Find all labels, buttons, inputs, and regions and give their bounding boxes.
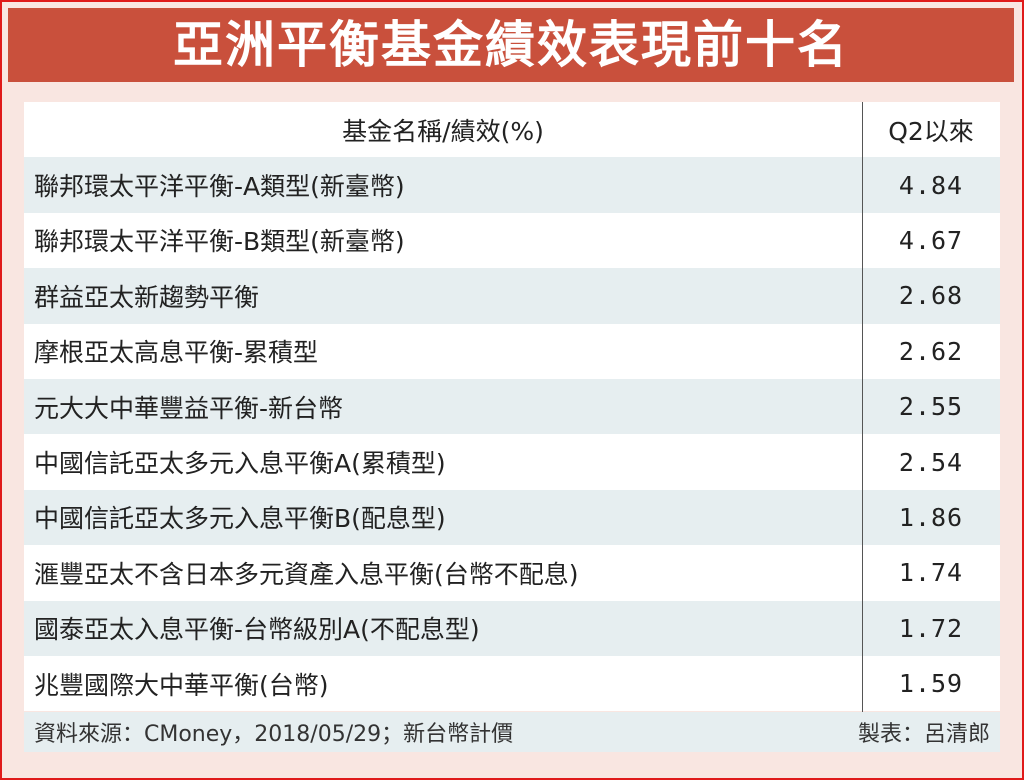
table-row: 滙豐亞太不含日本多元資產入息平衡(台幣不配息) 1.74 xyxy=(24,545,1000,601)
fund-return: 4.67 xyxy=(898,225,964,255)
fund-return: 1.72 xyxy=(898,613,964,643)
column-header-value: Q2以來 xyxy=(888,116,974,146)
fund-return: 2.68 xyxy=(898,281,964,311)
fund-name: 中國信託亞太多元入息平衡B(配息型) xyxy=(34,504,446,534)
fund-table: 基金名稱/績效(%) Q2以來 聯邦環太平洋平衡-A類型(新臺幣) 4.84 聯邦環… xyxy=(24,102,1000,712)
fund-return: 1.59 xyxy=(898,669,964,699)
table-row: 聯邦環太平洋平衡-B類型(新臺幣) 4.67 xyxy=(24,212,1000,269)
fund-name: 聯邦環太平洋平衡-A類型(新臺幣) xyxy=(34,172,405,202)
fund-return: 1.74 xyxy=(898,558,964,588)
footer: 資料來源：CMoney，2018/05/29；新台幣計價 製表：呂清郎 xyxy=(24,712,1000,752)
table-row: 兆豐國際大中華平衡(台幣) 1.59 xyxy=(24,655,1000,712)
fund-name: 聯邦環太平洋平衡-B類型(新臺幣) xyxy=(34,227,405,257)
fund-return: 2.55 xyxy=(898,392,964,422)
fund-return: 2.54 xyxy=(898,447,964,477)
source-note: 資料來源：CMoney，2018/05/29；新台幣計價 xyxy=(34,722,514,747)
table-header: 基金名稱/績效(%) Q2以來 xyxy=(24,102,1000,158)
chart-title: 亞洲平衡基金績效表現前十名 xyxy=(8,8,1014,82)
table-row: 中國信託亞太多元入息平衡B(配息型) 1.86 xyxy=(24,489,1000,546)
table-row: 聯邦環太平洋平衡-A類型(新臺幣) 4.84 xyxy=(24,157,1000,213)
fund-return: 4.84 xyxy=(898,170,964,200)
fund-name: 元大大中華豐益平衡-新台幣 xyxy=(34,393,344,423)
table-row: 國泰亞太入息平衡-台幣級別A(不配息型) 1.72 xyxy=(24,600,1000,656)
table-row: 元大大中華豐益平衡-新台幣 2.55 xyxy=(24,378,1000,435)
author-note: 製表：呂清郎 xyxy=(857,722,990,747)
fund-return: 2.62 xyxy=(898,336,964,366)
column-header-name: 基金名稱/績效(%) xyxy=(342,116,544,146)
column-divider xyxy=(862,102,863,712)
fund-name: 摩根亞太高息平衡-累積型 xyxy=(34,338,319,368)
fund-name: 國泰亞太入息平衡-台幣級別A(不配息型) xyxy=(34,615,480,645)
table-row: 摩根亞太高息平衡-累積型 2.62 xyxy=(24,323,1000,379)
fund-name: 群益亞太新趨勢平衡 xyxy=(34,282,260,312)
fund-name: 中國信託亞太多元入息平衡A(累積型) xyxy=(34,449,446,479)
fund-name: 滙豐亞太不含日本多元資產入息平衡(台幣不配息) xyxy=(34,559,579,589)
table-row: 群益亞太新趨勢平衡 2.68 xyxy=(24,268,1000,324)
table-row: 中國信託亞太多元入息平衡A(累積型) 2.54 xyxy=(24,434,1000,490)
fund-return: 1.86 xyxy=(898,502,964,532)
fund-name: 兆豐國際大中華平衡(台幣) xyxy=(34,670,329,700)
